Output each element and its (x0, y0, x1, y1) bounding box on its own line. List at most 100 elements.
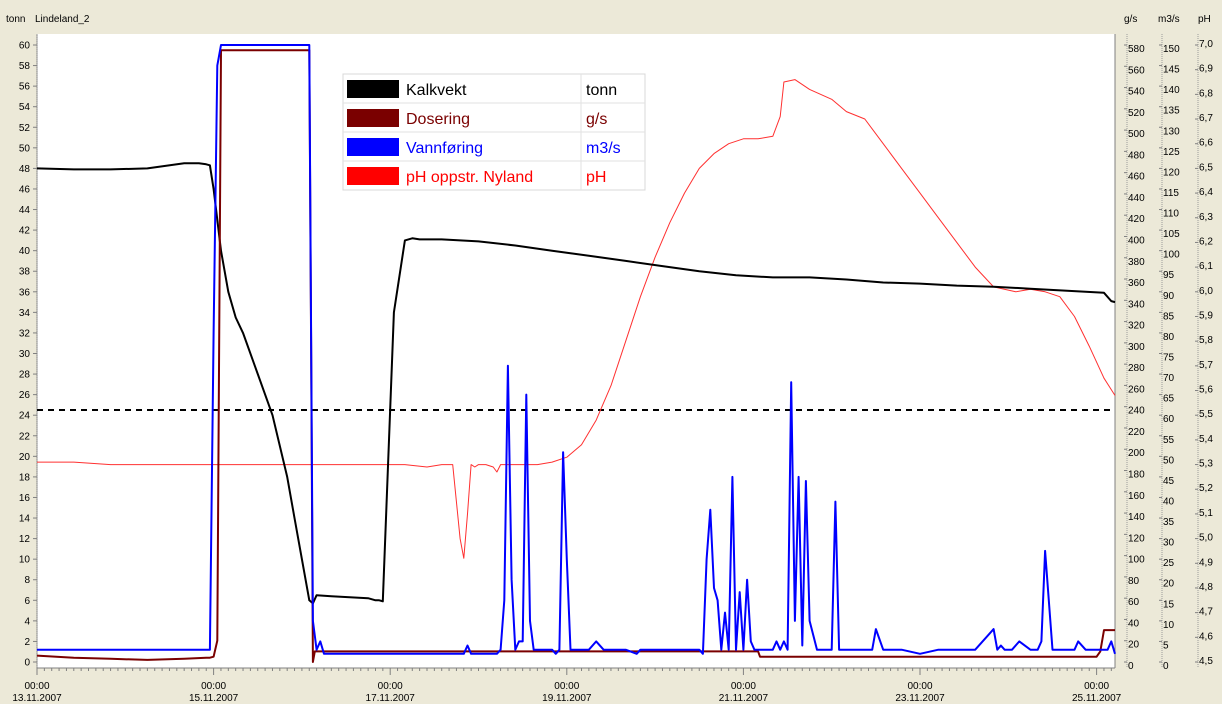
tonn-tick-label: 44 (19, 205, 31, 216)
ph-tick-label: 5,0 (1199, 533, 1213, 544)
gs-tick-label: 440 (1128, 193, 1145, 204)
gs-axis-title: g/s (1124, 14, 1137, 25)
gs-tick-label: 20 (1128, 640, 1140, 651)
m3s-tick-label: 0 (1163, 661, 1169, 672)
tonn-tick-label: 46 (19, 184, 31, 195)
ph-tick-label: 6,6 (1199, 138, 1213, 149)
tonn-tick-label: 2 (24, 637, 30, 648)
m3s-tick-label: 100 (1163, 250, 1180, 261)
ph-tick-label: 5,7 (1199, 360, 1213, 371)
legend-unit: m3/s (586, 140, 621, 157)
tonn-tick-label: 26 (19, 390, 31, 401)
ph-tick-label: 6,7 (1199, 113, 1213, 124)
m3s-tick-label: 10 (1163, 620, 1175, 631)
ph-tick-label: 4,5 (1199, 656, 1213, 667)
tonn-tick-label: 8 (24, 575, 30, 586)
ph-tick-label: 6,4 (1199, 187, 1213, 198)
ph-tick-label: 6,2 (1199, 236, 1213, 247)
tonn-tick-label: 12 (19, 534, 31, 545)
m3s-tick-label: 75 (1163, 353, 1175, 364)
gs-tick-label: 340 (1128, 299, 1145, 310)
series-vannf-ring-line (37, 44, 1116, 655)
m3s-tick-label: 115 (1163, 188, 1179, 199)
m3s-tick-label: 65 (1163, 394, 1175, 405)
gs-tick-label: 140 (1128, 512, 1145, 523)
ph-tick-label: 5,4 (1199, 434, 1213, 445)
m3s-tick-label: 125 (1163, 147, 1180, 158)
tonn-tick-label: 10 (19, 555, 31, 566)
m3s-tick-label: 90 (1163, 291, 1175, 302)
x-tick-time: 00:00 (554, 681, 579, 692)
x-tick-date: 17.11.2007 (366, 693, 416, 704)
ph-tick-label: 5,2 (1199, 483, 1213, 494)
legend-name: Dosering (406, 111, 470, 128)
series-group (36, 44, 1116, 663)
m3s-tick-label: 70 (1163, 373, 1175, 384)
gs-tick-label: 580 (1128, 44, 1145, 55)
legend-name: Kalkvekt (406, 82, 467, 99)
legend-unit: pH (586, 169, 606, 186)
tonn-tick-label: 32 (19, 328, 31, 339)
m3s-tick-label: 25 (1163, 558, 1175, 569)
gs-tick-label: 120 (1128, 533, 1145, 544)
m3s-tick-label: 50 (1163, 455, 1175, 466)
gs-tick-label: 160 (1128, 491, 1145, 502)
tonn-tick-label: 30 (19, 349, 31, 360)
ph-tick-label: 6,9 (1199, 64, 1213, 75)
m3s-tick-label: 55 (1163, 435, 1175, 446)
ph-tick-label: 5,8 (1199, 335, 1213, 346)
m3s-tick-label: 45 (1163, 476, 1175, 487)
legend-swatch (347, 109, 399, 127)
tonn-tick-label: 56 (19, 82, 31, 93)
tonn-tick-label: 40 (19, 246, 31, 257)
x-tick-date: 25.11.2007 (1072, 693, 1122, 704)
gs-tick-label: 100 (1128, 555, 1145, 566)
tonn-tick-label: 52 (19, 123, 31, 134)
m3s-tick-label: 135 (1163, 106, 1180, 117)
gs-tick-label: 240 (1128, 406, 1145, 417)
m3s-tick-label: 85 (1163, 311, 1175, 322)
x-tick-time: 00:00 (1084, 681, 1109, 692)
m3s-tick-label: 140 (1163, 85, 1180, 96)
m3s-tick-label: 35 (1163, 517, 1175, 528)
tonn-tick-label: 60 (19, 41, 31, 52)
legend-name: pH oppstr. Nyland (406, 169, 533, 186)
ph-tick-label: 4,7 (1199, 607, 1213, 618)
gs-tick-label: 480 (1128, 150, 1145, 161)
gs-tick-label: 540 (1128, 87, 1145, 98)
m3s-axis-title: m3/s (1158, 14, 1180, 25)
ph-tick-label: 5,5 (1199, 409, 1213, 420)
x-tick-time: 00:00 (731, 681, 756, 692)
series-dosering-line (36, 49, 1115, 663)
gs-tick-label: 280 (1128, 363, 1145, 374)
x-tick-time: 00:00 (378, 681, 403, 692)
gs-tick-label: 80 (1128, 576, 1140, 587)
x-tick-date: 19.11.2007 (542, 693, 592, 704)
tonn-tick-label: 36 (19, 287, 31, 298)
m3s-tick-label: 95 (1163, 270, 1175, 281)
m3s-tick-label: 60 (1163, 414, 1175, 425)
ph-tick-label: 6,5 (1199, 162, 1213, 173)
tonn-tick-label: 0 (24, 658, 30, 669)
series-ph-oppstr-nyland-line (37, 79, 1116, 559)
gs-tick-label: 520 (1128, 108, 1145, 119)
legend[interactable]: Kalkvekt tonn Dosering g/s Vannføring m3/s pH … (342, 73, 646, 191)
x-tick-date: 13.11.2007 (12, 693, 62, 704)
ph-tick-label: 5,9 (1199, 310, 1213, 321)
legend-swatch (347, 80, 399, 98)
ph-tick-label: 6,0 (1199, 286, 1213, 297)
tonn-tick-label: 54 (19, 102, 31, 113)
m3s-tick-label: 40 (1163, 496, 1175, 507)
gs-tick-label: 420 (1128, 214, 1145, 225)
gs-tick-label: 60 (1128, 597, 1140, 608)
ph-tick-label: 5,1 (1199, 508, 1213, 519)
legend-unit: tonn (586, 82, 617, 99)
tonn-tick-label: 50 (19, 143, 31, 154)
tonn-tick-label: 58 (19, 61, 31, 72)
tonn-tick-label: 22 (19, 431, 31, 442)
gs-tick-label: 360 (1128, 278, 1145, 289)
gs-tick-label: 0 (1128, 661, 1134, 672)
m3s-tick-label: 5 (1163, 640, 1169, 651)
ph-axis-title: pH (1198, 14, 1211, 25)
ph-tick-label: 6,8 (1199, 88, 1213, 99)
